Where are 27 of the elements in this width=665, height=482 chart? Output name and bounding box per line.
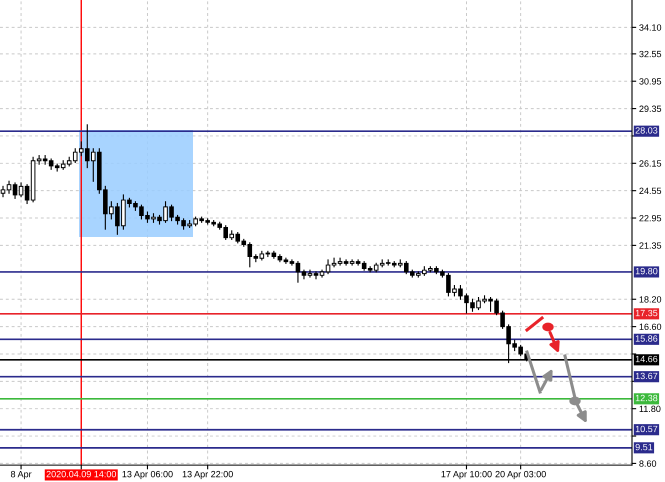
x-tick-label: 17 Apr 10:00: [442, 470, 492, 480]
y-tick-label: 22.95: [639, 214, 662, 222]
ref-line-label: 28.03: [636, 127, 658, 134]
y-tick-label: 11.80: [640, 406, 661, 412]
ref-line-label: 13.67: [636, 372, 658, 380]
y-tick-label: 8.60: [639, 460, 656, 467]
y-tick-label: 21.35: [639, 242, 662, 249]
x-tick-label: 13 Apr 22:00: [182, 470, 233, 480]
y-tick-label: 24.55: [639, 188, 662, 194]
x-tick-label: 20 Apr 03:00: [496, 470, 546, 480]
x-tick-label: 2020.04.09 14:00: [46, 470, 116, 478]
y-tick-label: 34.10: [639, 24, 662, 31]
ref-line-label: 17.35: [636, 310, 658, 316]
y-tick-label: 32.55: [639, 50, 662, 58]
x-tick-label: 8 Apr: [10, 470, 32, 480]
ref-line-label: 15.86: [636, 335, 658, 342]
ref-line-label: 9.51: [636, 444, 652, 450]
ref-line-label: 19.80: [636, 268, 658, 274]
x-tick-label: 13 Apr 06:00: [122, 470, 173, 480]
ref-line-label: 12.38: [636, 394, 658, 402]
y-tick-label: 30.95: [639, 78, 662, 85]
y-tick-label: 29.35: [639, 106, 662, 112]
ref-line-label: 10.57: [636, 426, 658, 432]
y-tick-label: 26.15: [639, 160, 662, 167]
ref-line-label: 14.66: [636, 356, 658, 362]
y-tick-label: 16.60: [640, 324, 662, 330]
y-tick-label: 18.20: [640, 296, 662, 303]
